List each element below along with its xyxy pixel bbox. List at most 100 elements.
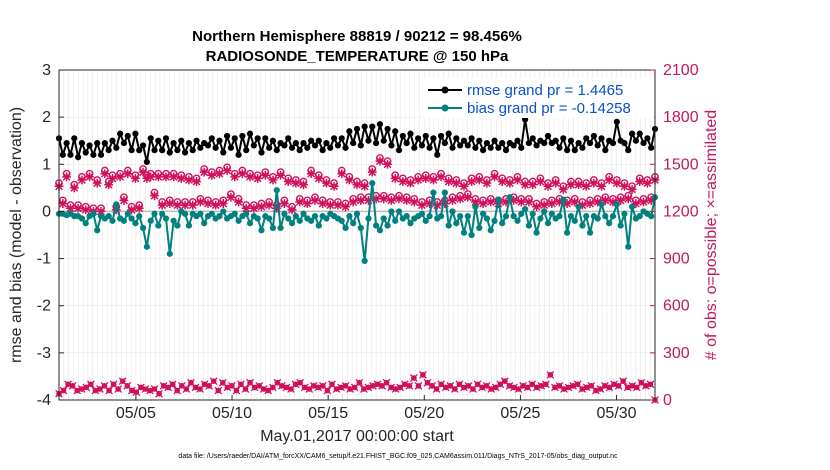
obs-assimilated-marker bbox=[600, 196, 610, 205]
bias-point bbox=[529, 210, 536, 217]
obs-assimilated-marker bbox=[96, 207, 106, 216]
bias-point bbox=[373, 222, 380, 229]
obs-assimilated-marker bbox=[364, 196, 373, 205]
obs-assimilated-marker bbox=[516, 197, 526, 207]
obs-assimilated-marker bbox=[195, 197, 205, 207]
rmse-point bbox=[124, 132, 131, 140]
rmse-point bbox=[644, 135, 651, 142]
obs-count-cross bbox=[168, 380, 177, 389]
bias-point bbox=[208, 210, 215, 217]
chart-title-line1: Northern Hemisphere 88819 / 90212 = 98.4… bbox=[192, 28, 522, 45]
y-right-tick-label: 900 bbox=[663, 251, 690, 268]
rmse-point bbox=[395, 147, 403, 154]
bias-point bbox=[460, 229, 468, 236]
rmse-point bbox=[460, 137, 468, 144]
obs-assimilated-marker bbox=[383, 159, 392, 169]
y-axis-left-label: rmse and bias (model - observation) bbox=[8, 107, 25, 363]
obs-assimilated-marker bbox=[455, 194, 465, 204]
bias-point bbox=[464, 213, 471, 220]
obs-count-cross bbox=[232, 386, 241, 395]
obs-assimilated-marker bbox=[631, 199, 641, 208]
x-tick-label: 05/10 bbox=[212, 405, 252, 422]
rmse-point bbox=[143, 158, 150, 166]
bias-point bbox=[575, 203, 582, 210]
plot-frame bbox=[58, 69, 656, 401]
rmse-point bbox=[304, 144, 311, 151]
rmse-point bbox=[388, 142, 395, 149]
obs-assimilated-marker bbox=[490, 172, 499, 182]
obs-assimilated-marker bbox=[161, 172, 171, 182]
obs-assimilated-marker bbox=[436, 172, 446, 182]
rmse-point bbox=[437, 132, 445, 140]
rmse-point bbox=[510, 142, 517, 149]
bias-point bbox=[220, 208, 227, 215]
bias-point bbox=[479, 210, 487, 217]
obs-assimilated-marker bbox=[299, 180, 308, 190]
bias-point bbox=[376, 227, 384, 234]
bias-point bbox=[437, 213, 445, 220]
obs-assimilated-marker bbox=[474, 175, 484, 185]
bias-point bbox=[449, 208, 456, 215]
obs-count-cross bbox=[619, 377, 628, 386]
bias-point bbox=[556, 213, 563, 220]
bias-point bbox=[548, 210, 555, 217]
obs-assimilated-marker bbox=[352, 180, 362, 190]
obs-assimilated-marker bbox=[528, 180, 538, 190]
rmse-point bbox=[59, 151, 66, 158]
obs-assimilated-marker bbox=[131, 174, 140, 183]
rmse-point bbox=[621, 139, 628, 147]
rmse-point bbox=[476, 137, 483, 144]
bias-point bbox=[311, 213, 319, 220]
rmse-point bbox=[338, 135, 345, 142]
bias-point bbox=[407, 220, 414, 227]
rmse-point bbox=[67, 151, 74, 158]
bias-point bbox=[457, 213, 464, 220]
obs-count-cross bbox=[355, 378, 364, 387]
obs-count-cross bbox=[241, 385, 250, 393]
obs-count-cross bbox=[646, 380, 655, 389]
obs-assimilated-marker bbox=[406, 178, 415, 188]
obs-assimilated-marker bbox=[272, 203, 282, 213]
obs-assimilated-marker bbox=[241, 203, 251, 213]
obs-assimilated-marker bbox=[226, 192, 236, 202]
obs-assimilated-marker bbox=[593, 197, 603, 207]
rmse-point bbox=[564, 147, 571, 154]
rmse-point bbox=[342, 144, 349, 151]
rmse-point bbox=[636, 130, 643, 137]
rmse-point bbox=[94, 139, 101, 147]
rmse-point bbox=[285, 135, 292, 142]
obs-assimilated-marker bbox=[314, 174, 324, 183]
y-right-tick-label: 1200 bbox=[663, 203, 699, 220]
bias-point bbox=[426, 213, 433, 220]
obs-assimilated-marker bbox=[375, 156, 385, 166]
obs-assimilated-marker bbox=[574, 180, 583, 190]
rmse-point bbox=[128, 147, 135, 154]
obs-assimilated-marker bbox=[66, 203, 75, 213]
rmse-point bbox=[422, 132, 429, 140]
rmse-point bbox=[273, 147, 280, 154]
obs-assimilated-marker bbox=[543, 181, 553, 191]
rmse-point bbox=[602, 147, 609, 154]
y-left-tick-label: 1 bbox=[42, 156, 51, 173]
rmse-point bbox=[575, 139, 582, 147]
rmse-point bbox=[453, 135, 460, 142]
obs-assimilated-marker bbox=[471, 197, 480, 207]
rmse-point bbox=[147, 135, 154, 142]
bias-point bbox=[281, 210, 288, 217]
obs-count-cross bbox=[323, 386, 332, 395]
obs-assimilated-marker bbox=[115, 172, 125, 182]
bias-point bbox=[273, 187, 280, 194]
obs-assimilated-marker bbox=[287, 205, 297, 215]
bias-point bbox=[285, 215, 292, 222]
rmse-point bbox=[296, 147, 303, 154]
obs-assimilated-marker bbox=[608, 197, 618, 207]
bias-point bbox=[246, 220, 254, 227]
rmse-point bbox=[246, 130, 254, 137]
rmse-point bbox=[392, 128, 399, 135]
bias-point bbox=[143, 243, 150, 250]
bias-point bbox=[166, 250, 173, 257]
rmse-point bbox=[227, 144, 235, 151]
rmse-point bbox=[155, 137, 162, 144]
obs-assimilated-marker bbox=[371, 194, 381, 204]
rmse-point bbox=[174, 147, 181, 154]
